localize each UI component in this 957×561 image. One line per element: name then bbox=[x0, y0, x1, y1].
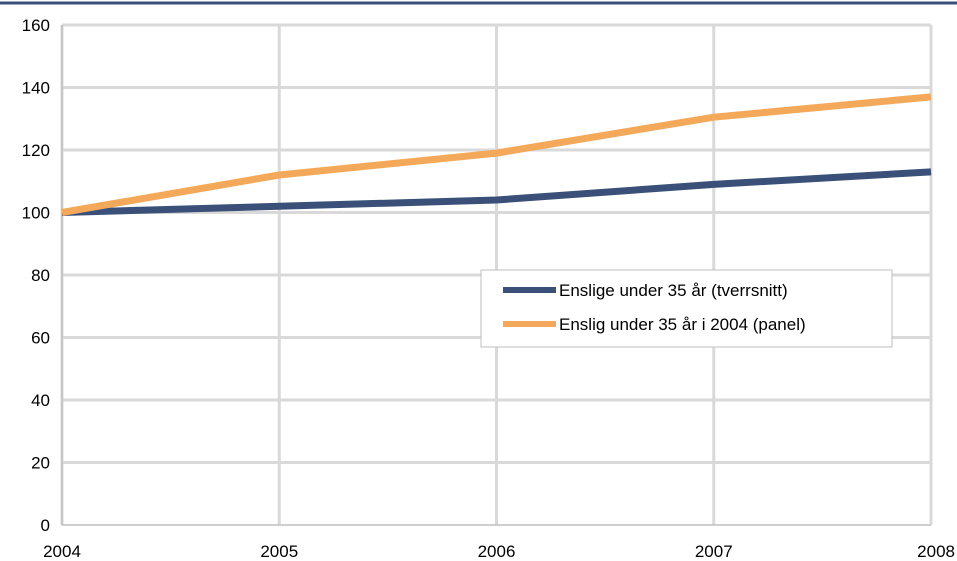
axes bbox=[61, 25, 931, 526]
x-tick-label: 2005 bbox=[260, 542, 298, 561]
legend-box bbox=[480, 269, 893, 348]
y-tick-label: 0 bbox=[41, 516, 50, 535]
series-line-panel bbox=[61, 93, 932, 216]
y-tick-label: 80 bbox=[31, 266, 50, 285]
x-tick-label: 2007 bbox=[695, 542, 733, 561]
legend: Enslige under 35 år (tverrsnitt) Enslig … bbox=[480, 269, 893, 348]
series-lines bbox=[61, 93, 932, 216]
y-tick-label: 100 bbox=[22, 204, 50, 223]
y-tick-label: 60 bbox=[31, 329, 50, 348]
y-tick-label: 140 bbox=[22, 79, 50, 98]
x-tick-label: 2006 bbox=[478, 542, 516, 561]
series-line-cross-section bbox=[61, 168, 932, 216]
legend-label-panel: Enslig under 35 år i 2004 (panel) bbox=[559, 315, 806, 334]
y-tick-label: 40 bbox=[31, 391, 50, 410]
legend-label-cross-section: Enslige under 35 år (tverrsnitt) bbox=[559, 281, 788, 300]
y-tick-label: 160 bbox=[22, 16, 50, 35]
y-tick-label: 120 bbox=[22, 141, 50, 160]
x-tick-label: 2008 bbox=[917, 542, 955, 561]
x-tick-label: 2004 bbox=[43, 542, 81, 561]
y-axis-tick-labels: 0 20 40 60 80 100 120 140 160 bbox=[22, 16, 50, 535]
y-tick-label: 20 bbox=[31, 454, 50, 473]
x-axis-tick-labels: 2004 2005 2006 2007 2008 bbox=[43, 542, 955, 561]
